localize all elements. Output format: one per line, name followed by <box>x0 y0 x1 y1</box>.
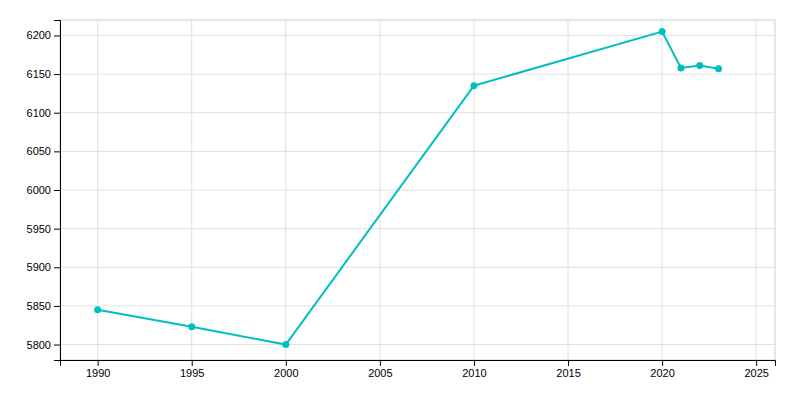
tick: 6050 <box>27 145 60 157</box>
tick-label: 6050 <box>27 145 51 157</box>
grid <box>60 20 775 360</box>
tick-mark <box>54 306 60 307</box>
tick: 2025 <box>744 360 768 379</box>
point <box>282 341 289 348</box>
tick-mark <box>98 360 99 366</box>
tick-mark <box>54 35 60 36</box>
point <box>677 64 684 71</box>
tick-label: 6150 <box>27 68 51 80</box>
grid-line-y <box>60 344 775 345</box>
point <box>188 323 195 330</box>
grid-line-y <box>60 267 775 268</box>
tick-label: 2000 <box>274 367 298 379</box>
grid-line-y <box>60 228 775 229</box>
grid-line-y <box>60 305 775 306</box>
tick-mark <box>54 229 60 230</box>
grid-line-y <box>60 151 775 152</box>
tick-mark <box>380 360 381 366</box>
tick: 2015 <box>556 360 580 379</box>
point <box>715 65 722 72</box>
tick-mark <box>54 190 60 191</box>
tick-mark <box>54 113 60 114</box>
tick-mark <box>192 360 193 366</box>
tick-mark <box>568 360 569 366</box>
y-axis: 5800 5850 5900 5950 6000 6050 6100 6150 6200 <box>27 21 61 361</box>
tick-mark <box>286 360 287 366</box>
point <box>94 306 101 313</box>
tick: 2010 <box>462 360 486 379</box>
tick: 5850 <box>27 300 60 312</box>
tick: 5950 <box>27 223 60 235</box>
x-axis: 1990 1995 2000 2005 2010 2015 2020 2025 <box>61 360 776 379</box>
tick: 5900 <box>27 261 60 273</box>
line <box>98 32 719 345</box>
tick-label: 6100 <box>27 107 51 119</box>
axis-line <box>61 361 776 367</box>
tick-mark <box>474 360 475 366</box>
plot-frame <box>60 20 775 360</box>
tick-mark <box>54 74 60 75</box>
tick-label: 2015 <box>556 367 580 379</box>
plot: 1990 1995 2000 2005 2010 2015 2020 2025 5800 5850… <box>27 20 776 379</box>
tick: 6000 <box>27 184 60 196</box>
tick: 5800 <box>27 339 60 351</box>
tick-label: 5850 <box>27 300 51 312</box>
axis-line <box>54 21 61 361</box>
grid-line-y <box>60 74 775 75</box>
tick: 1995 <box>180 360 204 379</box>
tick: 6200 <box>27 29 60 41</box>
tick-label: 1995 <box>180 367 204 379</box>
tick: 6100 <box>27 107 60 119</box>
tick: 6150 <box>27 68 60 80</box>
tick: 2020 <box>650 360 674 379</box>
grid-line-y <box>60 112 775 113</box>
tick-label: 2025 <box>744 367 768 379</box>
point <box>470 82 477 89</box>
tick: 2000 <box>274 360 298 379</box>
tick-label: 2010 <box>462 367 486 379</box>
point <box>659 28 666 35</box>
tick: 2005 <box>368 360 392 379</box>
tick-label: 2020 <box>650 367 674 379</box>
tick-label: 6000 <box>27 184 51 196</box>
tick-mark <box>54 267 60 268</box>
tick-label: 6200 <box>27 29 51 41</box>
tick-label: 5900 <box>27 261 51 273</box>
tick-mark <box>54 345 60 346</box>
tick-label: 5950 <box>27 223 51 235</box>
grid-line-y <box>60 35 775 36</box>
marks <box>94 28 722 348</box>
grid-line-y <box>60 190 775 191</box>
tick-mark <box>662 360 663 366</box>
tick-mark <box>54 151 60 152</box>
tick-label: 1990 <box>86 367 110 379</box>
tick-label: 2005 <box>368 367 392 379</box>
chart: 1990 1995 2000 2005 2010 2015 2020 2025 5800 5850… <box>0 0 800 400</box>
tick-mark <box>756 360 757 366</box>
point <box>696 62 703 69</box>
tick-label: 5800 <box>27 339 51 351</box>
tick: 1990 <box>86 360 110 379</box>
